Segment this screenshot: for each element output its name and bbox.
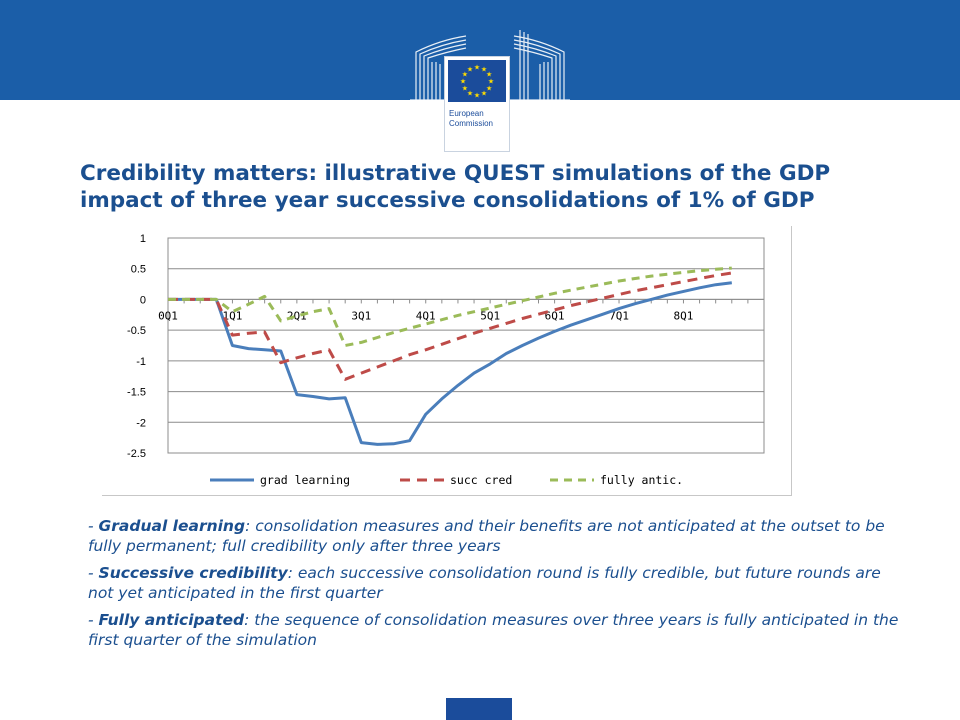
eu-star-icon: ★ — [486, 71, 492, 79]
title-line-1: Credibility matters: illustrative QUEST … — [80, 161, 831, 186]
legend-label: grad learning — [260, 473, 350, 487]
x-tick-label: 8Q1 — [674, 309, 694, 322]
gdp-impact-chart: 1 0.5 0 -0.5 -1 -1.5 -2 -2.5 0Q1 1Q1 2Q1 3Q1 4Q1 5Q1 6… — [127, 233, 765, 487]
x-tick-label: 6Q1 — [545, 309, 565, 322]
x-tick-label: 5Q1 — [480, 309, 500, 322]
bullet-term: Gradual learning — [98, 517, 246, 535]
y-tick-label: -1.5 — [127, 387, 146, 399]
eu-star-icon: ★ — [467, 65, 473, 73]
y-tick-label: -2 — [136, 417, 146, 429]
y-tick-label: -2.5 — [127, 448, 146, 460]
bullet-text: : consolidation measures and their benef… — [88, 517, 885, 555]
bullet-fully-anticipated: - Fully anticipated: the sequence of con… — [88, 610, 908, 650]
eu-flag-icon: ★ ★ ★ ★ ★ ★ ★ ★ ★ ★ ★ ★ — [448, 60, 506, 102]
eu-star-icon: ★ — [467, 90, 473, 98]
bullet-successive-credibility: - Successive credibility: each successiv… — [88, 563, 908, 603]
x-tick-label: 3Q1 — [351, 309, 371, 322]
series-line-0 — [168, 281, 732, 446]
berlaymont-building-icon — [410, 30, 570, 101]
eu-flag-footer-icon — [446, 698, 512, 720]
bullet-text: : the sequence of consolidation measures… — [88, 611, 899, 649]
bullet-term: Successive credibility — [98, 564, 288, 582]
y-tick-label: 1 — [140, 233, 146, 245]
x-tick-label: 1Q1 — [222, 309, 242, 322]
eu-star-icon: ★ — [481, 90, 487, 98]
x-tick-label: 7Q1 — [609, 309, 629, 322]
eu-star-icon: ★ — [488, 78, 494, 86]
legend-label: fully antic. — [600, 473, 683, 487]
y-tick-label: 0 — [140, 294, 146, 306]
slide-title: Credibility matters: illustrative QUEST … — [80, 160, 940, 214]
eu-star-icon: ★ — [460, 78, 466, 86]
series-line-1 — [168, 271, 733, 381]
x-tick-label: 0Q1 — [158, 309, 178, 322]
y-tick-label: 0.5 — [131, 264, 146, 276]
bullet-lead: - — [88, 611, 99, 629]
logo-emblem: ★ ★ ★ ★ ★ ★ ★ ★ ★ ★ ★ ★ European Commission — [444, 56, 510, 152]
title-line-2: impact of three year successive consolid… — [80, 188, 815, 213]
y-tick-label: -1 — [136, 356, 146, 368]
legend-label: succ cred — [450, 473, 512, 487]
logo-line-2: Commission — [449, 119, 494, 128]
bullet-text: : each successive consolidation round is… — [88, 564, 881, 602]
bullet-lead: - — [88, 564, 99, 582]
eu-star-icon: ★ — [462, 71, 468, 79]
series-line-2 — [168, 266, 732, 347]
x-tick-label: 2Q1 — [287, 309, 307, 322]
y-tick-label: -0.5 — [127, 325, 146, 337]
eu-star-icon: ★ — [474, 64, 480, 72]
european-commission-logo: ★ ★ ★ ★ ★ ★ ★ ★ ★ ★ ★ ★ European Commission — [410, 22, 570, 152]
eu-star-icon: ★ — [474, 92, 480, 100]
bullet-term: Fully anticipated — [98, 611, 245, 629]
eu-star-icon: ★ — [481, 65, 487, 73]
x-tick-label: 4Q1 — [416, 309, 436, 322]
chart-frame — [102, 226, 792, 496]
eu-star-icon: ★ — [462, 85, 468, 93]
bullet-gradual-learning: - Gradual learning: consolidation measur… — [88, 516, 908, 556]
eu-star-icon: ★ — [486, 85, 492, 93]
bullet-list: - Gradual learning: consolidation measur… — [88, 516, 908, 657]
plot-area — [167, 237, 765, 454]
logo-text: European Commission — [449, 109, 493, 129]
logo-line-1: European — [449, 109, 484, 118]
bullet-lead: - — [88, 517, 99, 535]
